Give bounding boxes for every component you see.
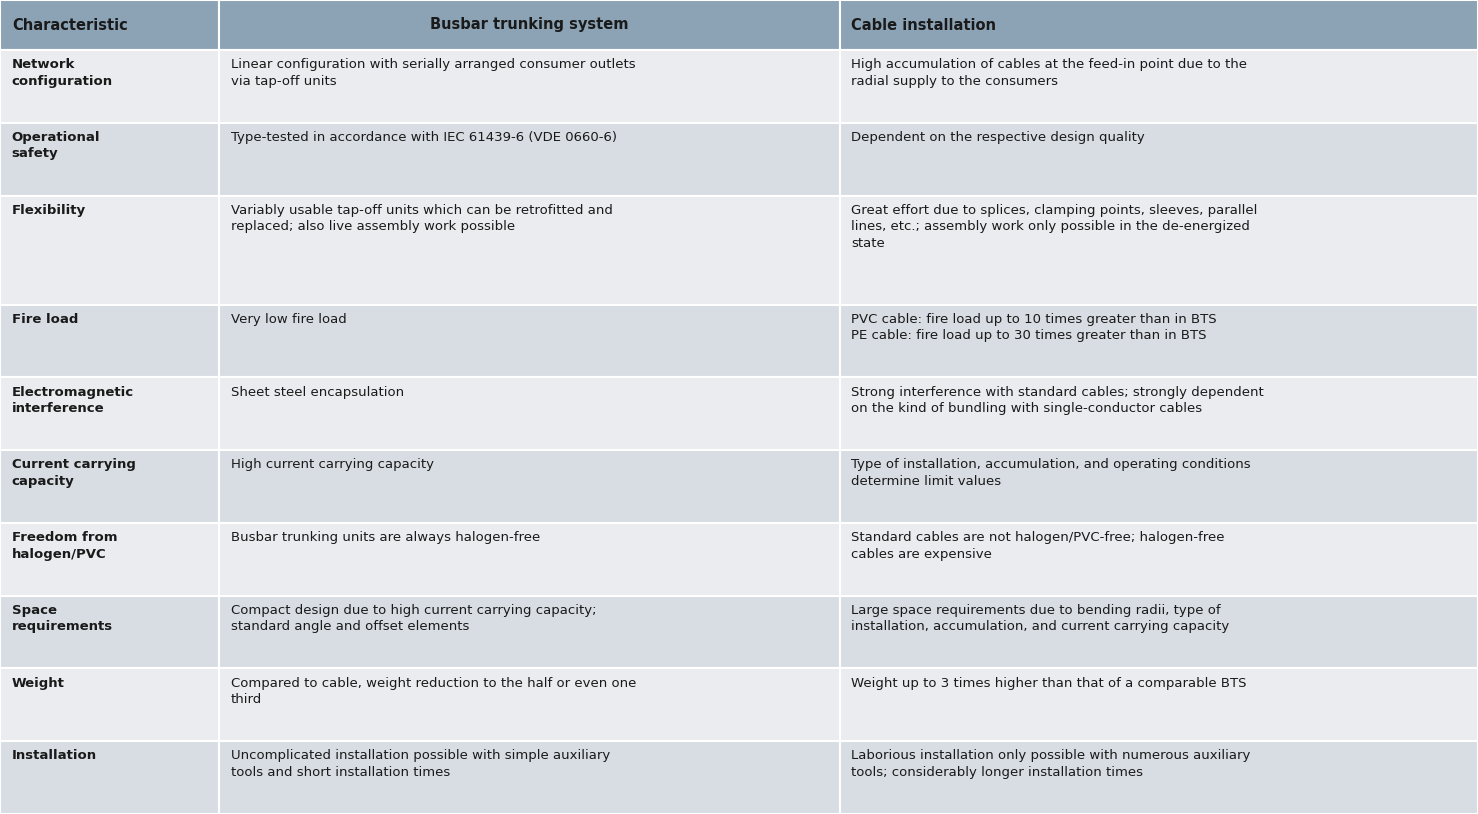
Bar (840, 450, 1478, 523)
Bar (219, 596, 840, 668)
Text: Standard cables are not halogen/PVC-free; halogen-free
cables are expensive: Standard cables are not halogen/PVC-free… (851, 531, 1225, 561)
Text: Strong interference with standard cables; strongly dependent
on the kind of bund: Strong interference with standard cables… (851, 386, 1264, 415)
Text: High accumulation of cables at the feed-in point due to the
radial supply to the: High accumulation of cables at the feed-… (851, 58, 1247, 88)
Bar (0, 450, 219, 523)
Text: Weight up to 3 times higher than that of a comparable BTS: Weight up to 3 times higher than that of… (851, 676, 1247, 689)
Bar (840, 596, 1478, 668)
Text: Compact design due to high current carrying capacity;
standard angle and offset : Compact design due to high current carry… (231, 604, 596, 633)
Text: Compared to cable, weight reduction to the half or even one
third: Compared to cable, weight reduction to t… (231, 676, 636, 706)
Bar (840, 50, 1478, 123)
Bar (219, 450, 840, 523)
Text: PVC cable: fire load up to 10 times greater than in BTS
PE cable: fire load up t: PVC cable: fire load up to 10 times grea… (851, 313, 1216, 343)
Bar (0, 742, 219, 814)
Text: Large space requirements due to bending radii, type of
installation, accumulatio: Large space requirements due to bending … (851, 604, 1230, 633)
Text: Installation: Installation (12, 750, 98, 763)
Bar (0, 50, 219, 123)
Text: Flexibility: Flexibility (12, 204, 86, 217)
Text: Dependent on the respective design quality: Dependent on the respective design quali… (851, 131, 1145, 144)
Text: Great effort due to splices, clamping points, sleeves, parallel
lines, etc.; ass: Great effort due to splices, clamping po… (851, 204, 1258, 250)
Bar (840, 523, 1478, 596)
Text: Space
requirements: Space requirements (12, 604, 112, 633)
Text: Busbar trunking units are always halogen-free: Busbar trunking units are always halogen… (231, 531, 539, 544)
Bar (219, 123, 840, 195)
Text: Network
configuration: Network configuration (12, 58, 112, 88)
Text: Variably usable tap-off units which can be retrofitted and
replaced; also live a: Variably usable tap-off units which can … (231, 204, 612, 233)
Bar (0, 523, 219, 596)
Bar (219, 304, 840, 378)
Bar (840, 378, 1478, 450)
Text: Very low fire load: Very low fire load (231, 313, 346, 326)
Bar (219, 523, 840, 596)
Text: Weight: Weight (12, 676, 65, 689)
Bar (0, 123, 219, 195)
Bar (219, 50, 840, 123)
Text: Operational
safety: Operational safety (12, 131, 101, 160)
Bar (0, 195, 219, 304)
Text: Electromagnetic
interference: Electromagnetic interference (12, 386, 134, 415)
Text: Current carrying
capacity: Current carrying capacity (12, 458, 136, 488)
Bar (840, 668, 1478, 742)
Text: High current carrying capacity: High current carrying capacity (231, 458, 433, 471)
Text: Characteristic: Characteristic (12, 17, 127, 33)
Text: Laborious installation only possible with numerous auxiliary
tools; considerably: Laborious installation only possible wit… (851, 750, 1250, 779)
Bar (219, 742, 840, 814)
Text: Uncomplicated installation possible with simple auxiliary
tools and short instal: Uncomplicated installation possible with… (231, 750, 610, 779)
Text: Busbar trunking system: Busbar trunking system (430, 17, 628, 33)
Bar (0, 378, 219, 450)
Bar (0, 668, 219, 742)
Bar (0, 0, 219, 50)
Bar (219, 195, 840, 304)
Bar (840, 195, 1478, 304)
Text: Type of installation, accumulation, and operating conditions
determine limit val: Type of installation, accumulation, and … (851, 458, 1250, 488)
Bar (0, 304, 219, 378)
Bar (0, 596, 219, 668)
Text: Fire load: Fire load (12, 313, 78, 326)
Bar (840, 742, 1478, 814)
Bar (219, 378, 840, 450)
Bar (840, 0, 1478, 50)
Text: Sheet steel encapsulation: Sheet steel encapsulation (231, 386, 403, 399)
Text: Linear configuration with serially arranged consumer outlets
via tap-off units: Linear configuration with serially arran… (231, 58, 636, 88)
Text: Cable installation: Cable installation (851, 17, 996, 33)
Bar (840, 123, 1478, 195)
Text: Type-tested in accordance with IEC 61439-6 (VDE 0660-6): Type-tested in accordance with IEC 61439… (231, 131, 616, 144)
Text: Freedom from
halogen/PVC: Freedom from halogen/PVC (12, 531, 117, 561)
Bar (219, 668, 840, 742)
Bar (840, 304, 1478, 378)
Bar (219, 0, 840, 50)
